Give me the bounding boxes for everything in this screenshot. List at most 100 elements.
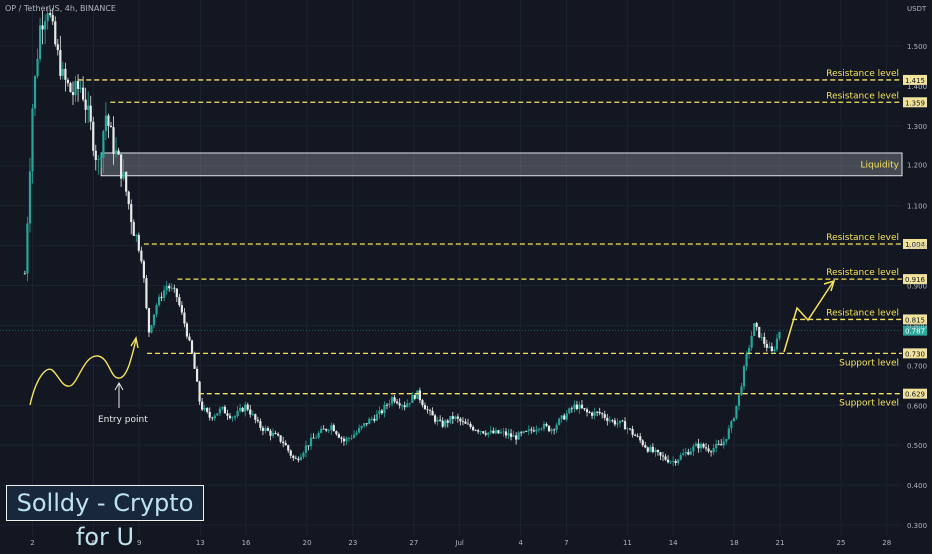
- candle-body: [464, 421, 467, 424]
- x-tick-label: Jul: [454, 539, 464, 547]
- candle-body: [145, 278, 148, 309]
- x-tick-label: 13: [196, 539, 205, 547]
- candle-body: [588, 412, 591, 413]
- candle-body: [352, 434, 356, 438]
- candle-body: [107, 115, 110, 126]
- candle-body: [97, 159, 100, 160]
- candle-body: [763, 336, 766, 344]
- candle-body: [271, 433, 275, 436]
- liquidity-price-tick: 1.200: [907, 161, 927, 169]
- candle-body: [547, 425, 551, 432]
- x-tick-label: 6: [91, 539, 96, 547]
- candle-body: [46, 13, 49, 22]
- candle-body: [287, 445, 290, 451]
- candle-body: [206, 408, 209, 412]
- candle-body: [606, 417, 609, 421]
- candle-body: [639, 436, 642, 441]
- candle-body: [742, 366, 746, 387]
- candle-body: [492, 430, 495, 434]
- candle-body: [778, 331, 781, 339]
- candle-body: [213, 415, 216, 419]
- candle-body: [84, 99, 87, 110]
- level-price-tag: [903, 348, 927, 359]
- candle-body: [208, 411, 211, 418]
- candle-body: [112, 127, 115, 154]
- candle-body: [520, 432, 523, 434]
- candle-body: [226, 413, 229, 416]
- candle-body: [378, 410, 381, 415]
- candle-body: [360, 425, 363, 429]
- candle-body: [418, 390, 422, 401]
- candle-body: [502, 431, 505, 433]
- price-axis[interactable]: 1.200 1.415 1.359 1.004 0.916 0.815 0.730 0.629…: [903, 43, 927, 530]
- candle-body: [284, 443, 287, 446]
- candle-body: [239, 407, 242, 411]
- candle-body: [616, 423, 619, 425]
- candle-body: [504, 431, 508, 436]
- candle-body: [203, 408, 206, 410]
- candle-body: [66, 79, 70, 84]
- candle-body: [365, 423, 368, 425]
- symbol-title: OP / TetherUS, 4h, BINANCE: [5, 4, 116, 13]
- candle-body: [525, 431, 528, 432]
- candle-body: [758, 326, 761, 338]
- candle-body: [165, 285, 168, 291]
- candle-body: [646, 447, 649, 452]
- candle-body: [178, 297, 181, 306]
- time-axis[interactable]: 2 6 9 13 16 20 23 27 Jul 4 7 11 14 18 21 25 28: [30, 539, 891, 547]
- candle-body: [545, 423, 548, 426]
- candle-body: [527, 429, 530, 432]
- candle-body: [659, 452, 662, 456]
- candle-body: [130, 204, 133, 223]
- candle-body: [137, 235, 140, 251]
- candle-body: [740, 386, 743, 395]
- candle-body: [482, 431, 485, 434]
- level-price-label: 0.629: [905, 391, 925, 399]
- candle-body: [598, 411, 601, 414]
- x-tick-label: 4: [518, 539, 523, 547]
- candle-body: [692, 446, 695, 452]
- candle-body: [363, 423, 366, 426]
- candle-body: [51, 15, 54, 22]
- candle-body: [623, 421, 627, 430]
- candle-body: [687, 451, 690, 455]
- candle-body: [423, 405, 427, 410]
- y-tick-label: 0.800: [907, 322, 927, 330]
- candle-body: [59, 50, 62, 76]
- liquidity-zone-layer: Liquidity: [100, 152, 903, 177]
- candle-body: [471, 427, 475, 431]
- candle-body: [444, 420, 447, 427]
- candle-body: [603, 414, 606, 418]
- brand-watermark: Solldy - Crypto for U: [6, 485, 204, 551]
- candle-body: [132, 222, 135, 236]
- candle-body: [385, 404, 389, 406]
- candle-body: [274, 433, 277, 434]
- candle-body: [439, 419, 442, 421]
- candle-body: [474, 430, 477, 431]
- candle-body: [522, 431, 525, 433]
- candle-body: [104, 115, 108, 132]
- candle-body: [368, 418, 371, 425]
- candle-body: [358, 428, 361, 433]
- candle-body: [114, 150, 118, 154]
- candle-body: [69, 83, 72, 93]
- candle-body: [672, 461, 675, 462]
- candle-body: [710, 451, 713, 453]
- candle-body: [542, 423, 546, 429]
- candle-body: [109, 125, 113, 128]
- candle-body: [416, 390, 419, 399]
- x-tick-label: 16: [242, 539, 251, 547]
- candle-body: [644, 445, 647, 448]
- candle-body: [44, 21, 47, 30]
- candle-body: [431, 410, 434, 416]
- candle-body: [54, 21, 57, 45]
- candle-body: [456, 416, 459, 419]
- candle-body: [292, 455, 295, 459]
- forecast-arrowhead: [823, 279, 836, 292]
- candle-body: [413, 395, 416, 399]
- grid-lines: [0, 0, 902, 535]
- candle-body: [563, 415, 566, 420]
- candle-body: [193, 353, 196, 369]
- candle-body: [654, 449, 657, 453]
